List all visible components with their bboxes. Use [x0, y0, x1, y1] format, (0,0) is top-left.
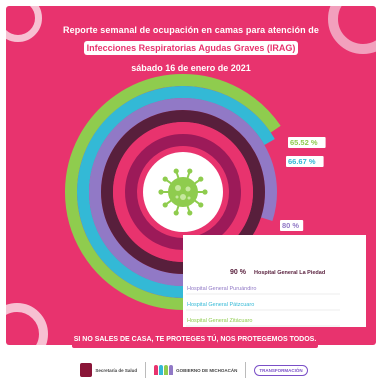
virus-icon [158, 168, 208, 216]
value-label: 90 % [230, 269, 247, 276]
decorative-ring [6, 6, 42, 42]
value-label: 95.54 % [186, 253, 212, 260]
hospital-label: Hospital General Puruándiro [187, 286, 256, 292]
report-subject: Infecciones Respiratorias Agudas Graves … [84, 41, 298, 55]
value-label: 65.52 % [290, 138, 318, 147]
decorative-ring [328, 6, 376, 54]
secretaria-salud-logo: Secretaría de Salud [80, 363, 137, 377]
logo-strip: Secretaría de Salud GOBIERNO DE MICHOACÁ… [0, 355, 388, 385]
legend-panel [183, 235, 366, 327]
arc-2 [77, 86, 275, 298]
report-date: sábado 16 de enero de 2021 [131, 63, 251, 73]
arc-1 [65, 74, 281, 310]
arc-3 [89, 98, 277, 286]
hospital-label: Hospital General Zitácuaro [187, 318, 252, 324]
report-title: Reporte semanal de ocupación en camas pa… [63, 25, 319, 35]
arc-4 [101, 110, 265, 274]
value-label: 66.67 % [288, 157, 316, 166]
transformacion-logo: TRANSFORMACIÓN [254, 364, 308, 376]
value-label-bg [280, 220, 304, 231]
value-label: 80 % [282, 221, 299, 230]
gobierno-michoacan-logo: GOBIERNO DE MICHOACÁN [154, 365, 237, 375]
value-label: 100 % [183, 239, 204, 246]
arc-5 [113, 122, 253, 262]
arc-6 [125, 134, 241, 250]
decorative-ring [6, 303, 48, 345]
logo-divider [145, 362, 147, 378]
value-label-bg [286, 156, 324, 167]
logo-divider [245, 362, 247, 378]
value-label-bg [288, 137, 326, 148]
brand-mark-icon [154, 365, 174, 375]
hospital-label: Hospital General La Piedad [254, 270, 325, 276]
shield-icon [80, 363, 93, 377]
footer-message: SI NO SALES DE CASA, TE PROTEGES TÚ, NOS… [72, 332, 318, 348]
hospital-label: Hospital General Pátzcuaro [187, 302, 254, 308]
hospital-label: Hospital General "Dr. Miguel Silva" [216, 254, 307, 260]
hospital-label: Hospital General de Tacámbaro "Mario San… [209, 240, 339, 246]
